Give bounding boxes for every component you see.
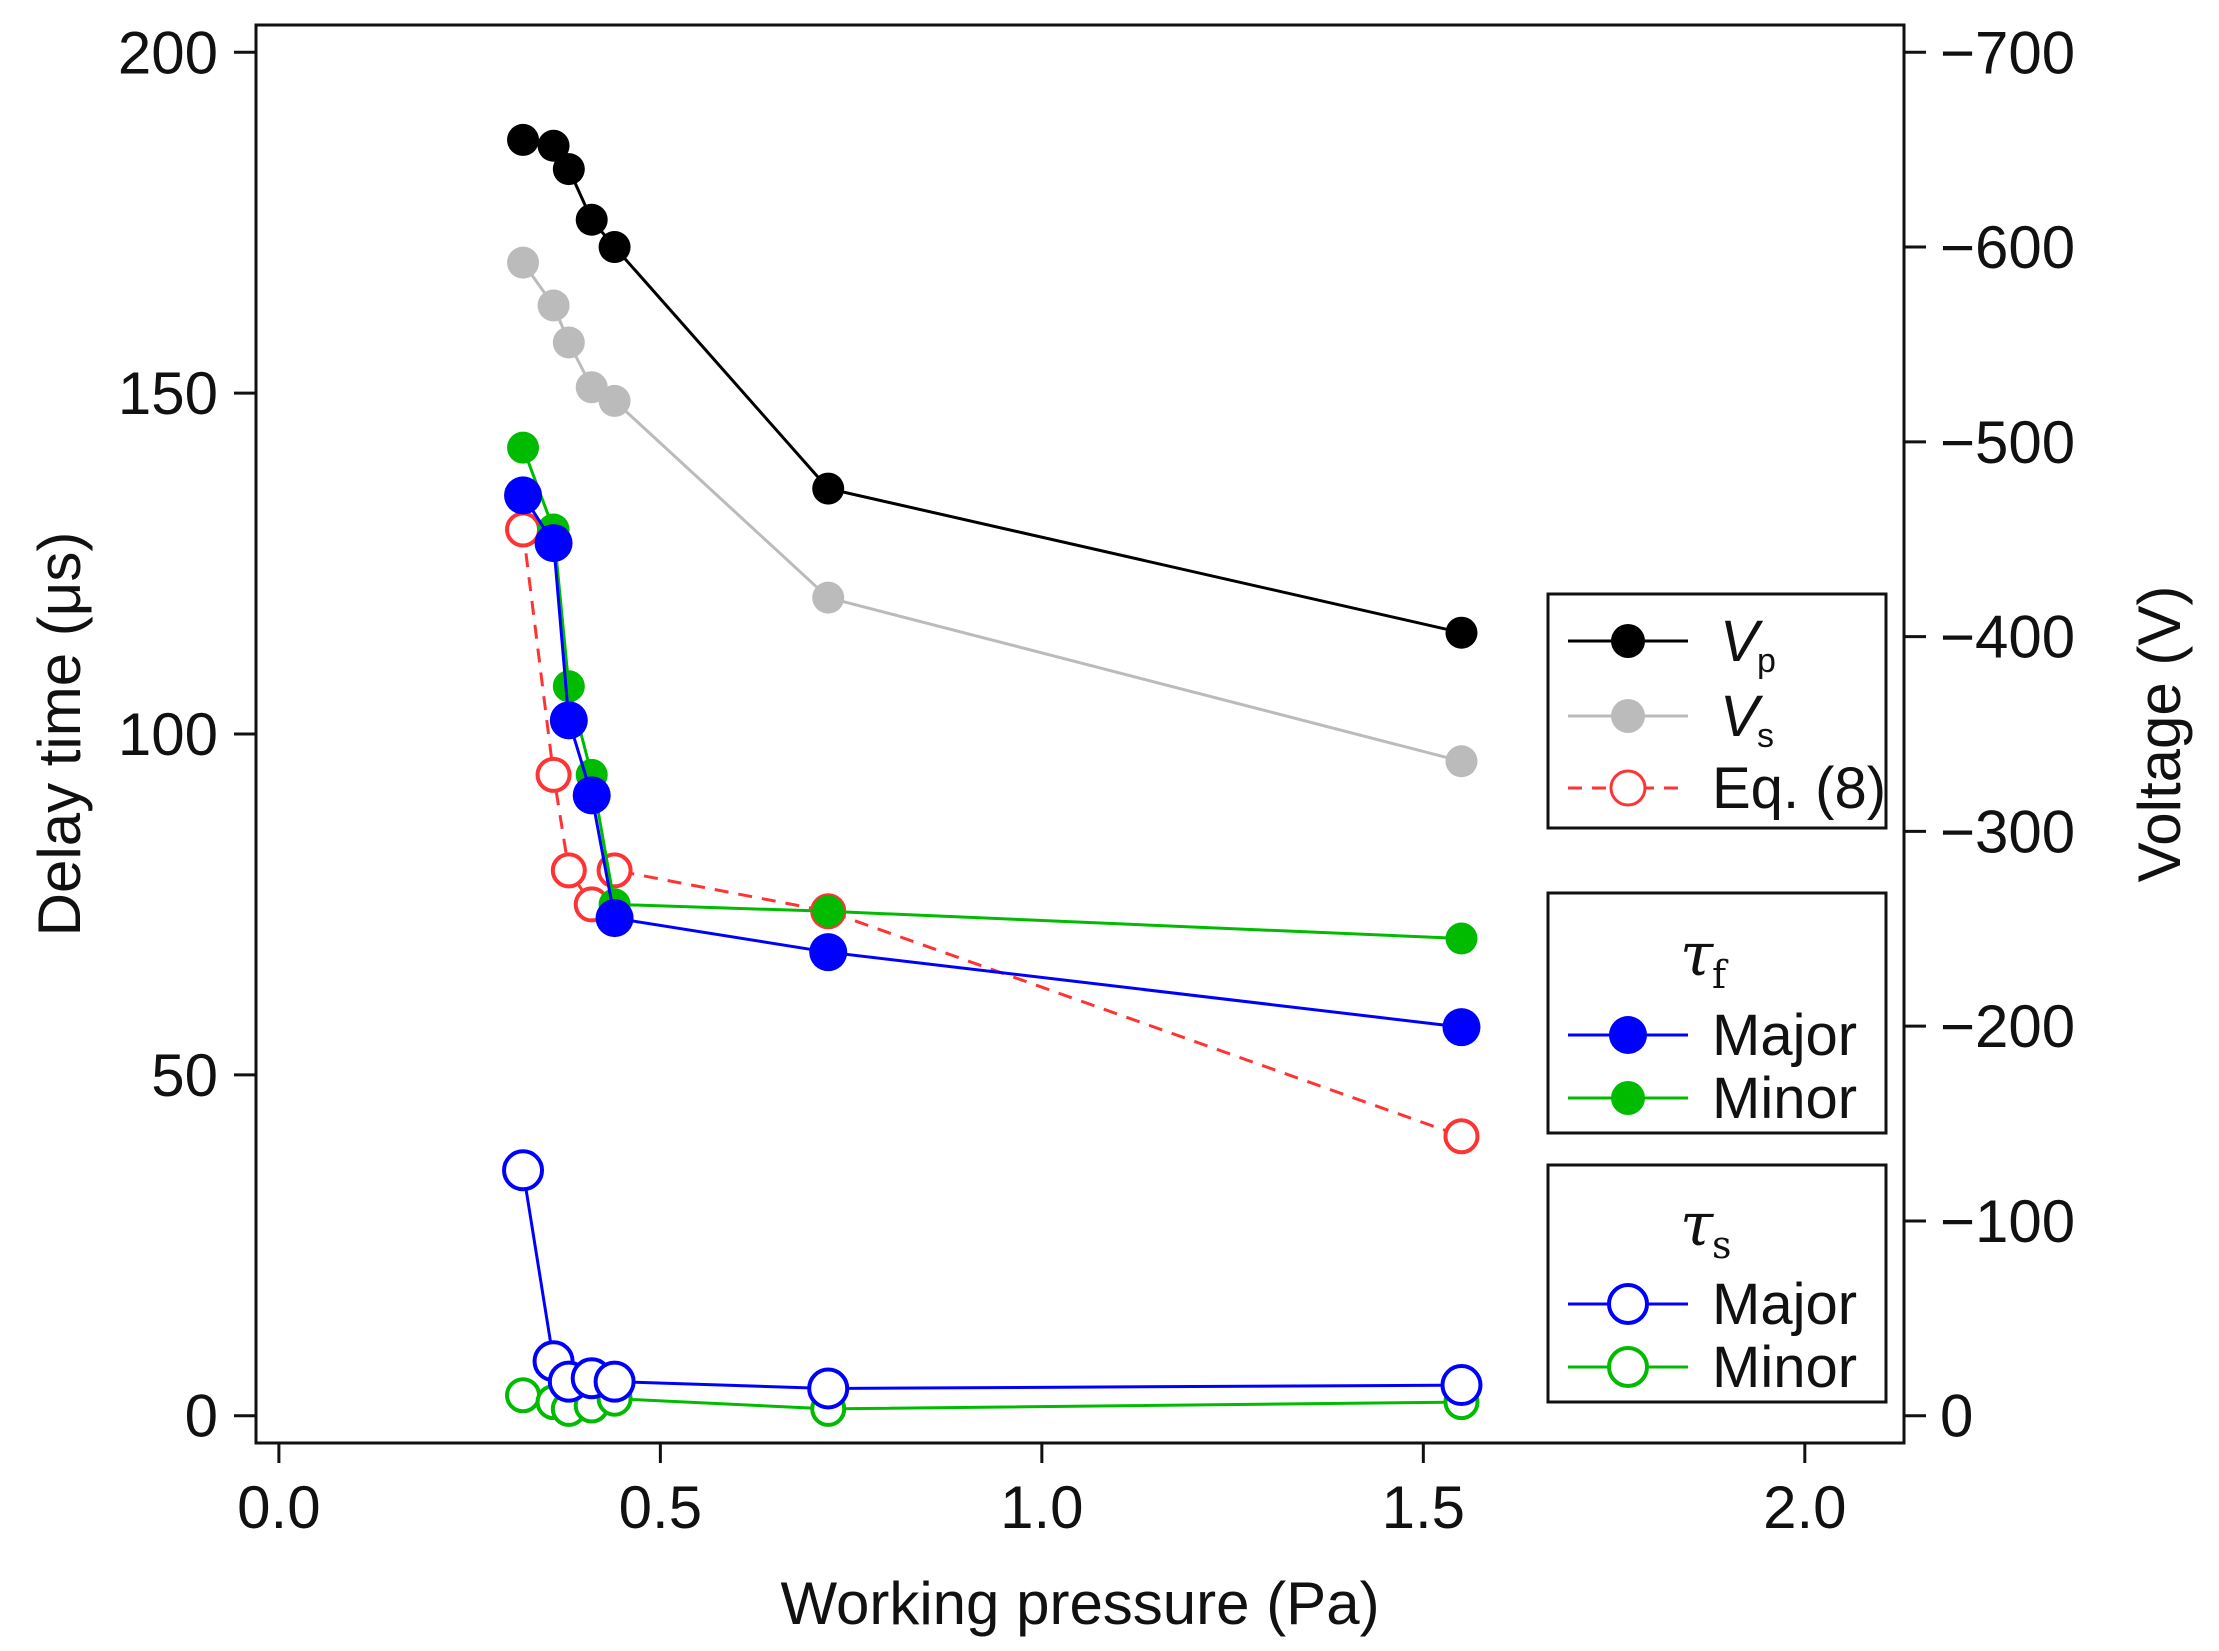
data-point-vs <box>1445 745 1478 778</box>
y-right-tick-label: −600 <box>1940 214 2075 281</box>
series-line-eq8 <box>521 529 1463 1138</box>
x-tick-label: 1.5 <box>1382 1474 1465 1541</box>
x-axis-title: Working pressure (Pa) <box>780 1570 1379 1637</box>
data-point-tf-minor <box>507 431 540 464</box>
y-left-tick-label: 150 <box>118 360 218 427</box>
y-axis-right: 0 −100 −200 −300 −400 −500 −600 −700 <box>1904 19 2075 1450</box>
x-tick-label: 0.5 <box>619 1474 702 1541</box>
legend-tau-f-title: τ <box>1680 920 1714 990</box>
series-line-ts-minor <box>522 1393 1462 1411</box>
data-point-ts-minor <box>505 1377 542 1414</box>
series-line-vp <box>522 138 1462 635</box>
y-left-tick-label: 100 <box>118 701 218 768</box>
data-point-vs <box>537 289 570 322</box>
legend-vp-label: V <box>1720 609 1764 674</box>
legend-eq-label: Eq. (8) <box>1712 756 1886 821</box>
legend-tf-minor-marker <box>1611 1081 1645 1115</box>
y-left-tick-label: 0 <box>185 1383 218 1450</box>
y-axis-left-title: Delay time (μs) <box>26 532 93 937</box>
legend-tau-s-title: τ <box>1680 1190 1714 1260</box>
data-point-ts-major <box>1440 1364 1483 1407</box>
x-tick-label: 1.0 <box>1000 1474 1083 1541</box>
series-line-ts-major <box>521 1170 1462 1391</box>
data-point-eq8 <box>550 852 587 889</box>
y-axis-right-title: Voltage (V) <box>2126 586 2193 883</box>
legend-tf-major-marker <box>1609 1016 1647 1054</box>
data-point-tf-major <box>534 524 573 563</box>
data-point-vp <box>507 123 540 156</box>
data-point-vp <box>575 203 608 236</box>
data-point-vp <box>537 129 570 162</box>
data-point-vs <box>552 326 585 359</box>
legend-tau-f: τ f Major Minor <box>1546 891 1888 1135</box>
data-point-vp <box>812 472 845 505</box>
data-point-vs <box>812 581 845 614</box>
legend-tau-f-box <box>1546 891 1888 1135</box>
legend-tau-s: τ s Major Minor <box>1546 1163 1888 1404</box>
data-point-tf-minor <box>1445 922 1478 955</box>
legend-tf-major-label: Major <box>1712 1003 1857 1068</box>
data-point-tf-minor <box>812 895 845 928</box>
legend-tau-s-box <box>1546 1163 1888 1404</box>
legend-ts-major-label: Major <box>1712 1272 1857 1337</box>
legend-vp-sub: p <box>1757 642 1776 680</box>
legend-vs-label: V <box>1720 684 1764 749</box>
data-point-vp <box>598 231 631 264</box>
data-point-tf-major <box>809 933 848 972</box>
y-axis-left: 0 50 100 150 200 <box>118 19 256 1450</box>
series-line-vs <box>521 261 1462 763</box>
data-point-tf-minor <box>552 670 585 703</box>
legend-vp-marker <box>1611 624 1645 658</box>
data-point-eq8 <box>505 511 542 548</box>
data-point-tf-major <box>595 899 634 938</box>
data-point-tf-major <box>504 476 543 515</box>
y-left-tick-label: 200 <box>118 19 218 86</box>
legend-vs-marker <box>1611 699 1645 733</box>
series-line-tf-minor <box>521 447 1462 940</box>
y-right-tick-label: −700 <box>1940 19 2075 86</box>
y-right-tick-label: −200 <box>1940 993 2075 1060</box>
y-left-tick-label: 50 <box>151 1042 218 1109</box>
data-point-ts-major <box>807 1367 850 1410</box>
data-point-eq8 <box>535 756 572 793</box>
legend-tau-f-title-sub: f <box>1712 953 1729 997</box>
x-tick-label: 2.0 <box>1763 1474 1846 1541</box>
legend-tau-s-title-sub: s <box>1712 1223 1732 1267</box>
series-line-tf-major <box>521 494 1462 1029</box>
legend-voltage: V p V s Eq. (8) <box>1546 592 1888 830</box>
data-point-vs <box>598 384 631 417</box>
legend-vs-sub: s <box>1757 717 1774 755</box>
x-tick-label: 0.0 <box>237 1474 320 1541</box>
y-right-tick-label: −400 <box>1940 604 2075 671</box>
legend-ts-minor-label: Minor <box>1712 1335 1857 1400</box>
legend-eq-marker <box>1609 769 1647 807</box>
legend-tf-minor-label: Minor <box>1712 1066 1857 1131</box>
data-point-tf-major <box>1442 1008 1481 1047</box>
y-right-tick-label: −500 <box>1940 409 2075 476</box>
y-right-tick-label: −300 <box>1940 798 2075 865</box>
data-point-vs <box>507 246 540 279</box>
data-point-ts-major <box>593 1360 636 1403</box>
data-point-vp <box>552 153 585 186</box>
x-axis: 0.0 0.5 1.0 1.5 2.0 <box>237 1443 1847 1541</box>
legend-ts-minor-marker <box>1607 1346 1649 1388</box>
y-right-tick-label: 0 <box>1940 1383 1973 1450</box>
series-layer <box>502 123 1483 1427</box>
y-right-tick-label: −100 <box>1940 1188 2075 1255</box>
data-point-eq8 <box>1443 1118 1480 1155</box>
data-point-ts-major <box>502 1149 545 1192</box>
data-point-tf-major <box>572 776 611 815</box>
data-point-vp <box>1445 616 1478 649</box>
data-point-tf-major <box>549 701 588 740</box>
legend-ts-major-marker <box>1607 1283 1649 1325</box>
